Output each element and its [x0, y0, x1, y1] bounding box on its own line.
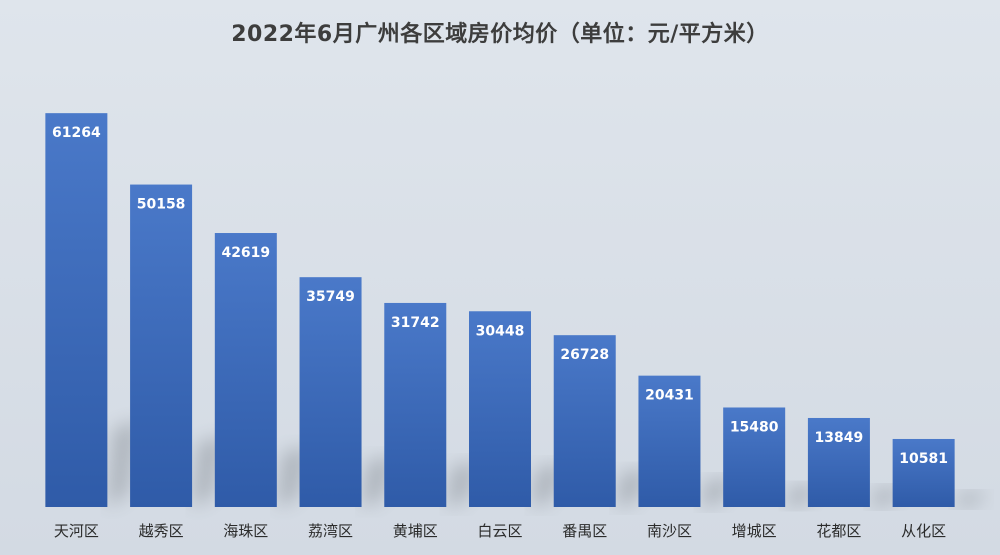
x-tick-label: 白云区	[477, 522, 522, 540]
x-tick-label: 番禺区	[562, 522, 607, 540]
bar-3	[214, 233, 277, 507]
x-tick-label: 花都区	[816, 522, 861, 540]
x-tick-label: 海珠区	[223, 522, 268, 540]
bar-value-label: 42619	[221, 245, 270, 261]
bar-value-label: 13849	[815, 430, 864, 446]
bar-7	[553, 335, 616, 507]
x-tick-label: 南沙区	[647, 522, 692, 540]
bar-value-label: 26728	[560, 347, 609, 363]
bar-1	[45, 113, 108, 507]
bars	[45, 113, 955, 507]
bar-value-label: 20431	[645, 388, 694, 404]
bar-2	[130, 184, 193, 507]
bar-11	[892, 438, 955, 507]
bar-5	[384, 302, 447, 507]
bar-value-label: 10581	[899, 451, 948, 467]
bar-shadow	[954, 492, 988, 507]
x-tick-label: 黄埔区	[393, 522, 438, 540]
bar-value-label: 30448	[476, 323, 525, 339]
bar-4	[299, 277, 362, 507]
x-axis-ticks: 天河区 越秀区 海珠区 荔湾区 黄埔区 白云区 番禺区 南沙区 增城区 花都区 从化区	[54, 522, 946, 540]
bar-value-label: 61264	[52, 125, 101, 141]
bar-9	[723, 407, 786, 507]
bar-labels: 61264 50158 42619 35749 31742 30448 26728 20431…	[52, 125, 948, 467]
x-tick-label: 天河区	[54, 522, 99, 540]
chart-title: 2022年6月广州各区域房价均价（单位：元/平方米）	[231, 22, 769, 47]
bar-10	[807, 417, 870, 507]
x-tick-label: 增城区	[732, 522, 777, 540]
x-tick-label: 从化区	[901, 522, 946, 540]
bar-value-label: 15480	[730, 419, 779, 435]
bar-6	[469, 311, 531, 507]
bar-value-label: 35749	[306, 289, 355, 305]
x-tick-label: 越秀区	[139, 522, 184, 540]
x-tick-label: 荔湾区	[308, 522, 353, 540]
bar-value-label: 50158	[137, 197, 186, 213]
bar-8	[638, 375, 701, 507]
bar-value-label: 31742	[391, 315, 440, 331]
